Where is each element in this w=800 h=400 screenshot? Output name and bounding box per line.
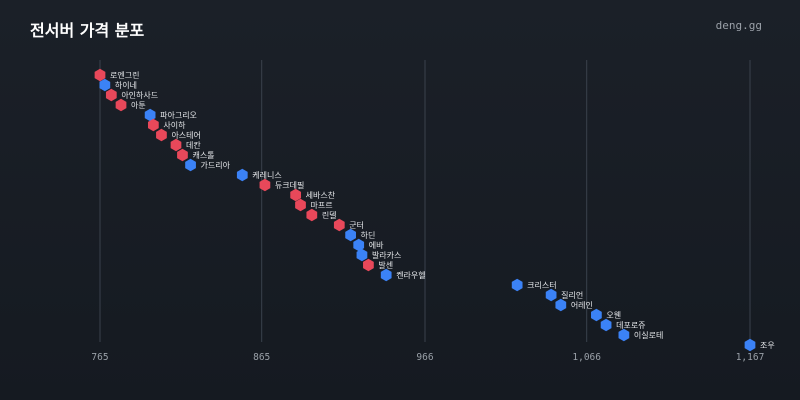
point-marker[interactable] [591,308,602,322]
data-point[interactable]: 세바스찬 [290,188,336,202]
point-marker[interactable] [356,248,368,262]
point-marker[interactable] [555,298,567,312]
data-point[interactable]: 질리언 [545,288,583,302]
point-marker[interactable] [236,168,248,182]
point-label: 아툰 [131,100,146,110]
point-marker[interactable] [353,238,365,252]
point-marker[interactable] [345,228,356,242]
data-point[interactable]: 데칸 [170,138,202,152]
point-label: 질리언 [561,290,583,300]
data-point[interactable]: 어레인 [555,298,593,312]
point-label: 군터 [349,221,364,230]
page-title: 전서버 가격 분포 [30,21,145,40]
point-marker[interactable] [177,148,188,162]
point-marker[interactable] [156,128,167,142]
point-marker[interactable] [147,118,159,132]
point-label: 가드리아 [201,160,231,170]
point-marker[interactable] [511,278,523,292]
x-axis-ticks: 765 865 966 1,066 1,167 [91,352,764,363]
point-label: 케레니스 [252,170,281,180]
point-label: 데칸 [186,140,201,150]
point-label: 하이네 [115,80,137,90]
chart-grid [99,60,751,342]
point-label: 로엔그린 [110,70,139,80]
data-point[interactable]: 에바 [353,238,384,252]
point-label: 발센 [378,260,393,270]
point-label: 하딘 [361,230,376,240]
data-point[interactable]: 캐스톨 [177,148,215,162]
point-label: 아스테어 [171,130,200,140]
data-point[interactable]: 아툰 [115,98,146,112]
point-marker[interactable] [170,138,182,152]
point-label: 크리스터 [527,281,556,290]
point-marker[interactable] [105,88,117,102]
point-label: 발라카스 [372,250,401,260]
data-point[interactable]: 린델 [306,208,337,222]
point-marker[interactable] [99,78,111,92]
point-label: 마프르 [310,201,332,210]
point-label: 조우 [760,341,775,350]
x-tick-label: 1,066 [572,352,601,363]
site-brand[interactable]: deng.gg [715,19,762,32]
data-point[interactable]: 발라카스 [356,248,402,262]
point-label: 이실로테 [634,330,663,340]
data-point[interactable]: 데포로쥬 [600,318,646,332]
data-point[interactable]: 마프르 [295,198,333,212]
point-marker[interactable] [363,258,374,272]
point-marker[interactable] [600,318,612,332]
point-label: 듀크데필 [275,180,304,190]
x-tick-label: 865 [253,352,270,363]
point-marker[interactable] [380,268,392,282]
data-point[interactable]: 오웬 [591,308,621,322]
data-point[interactable]: 이실로테 [618,328,664,342]
data-point[interactable]: 켄라우헬 [380,268,426,282]
data-point[interactable]: 조우 [744,338,775,352]
point-marker[interactable] [545,288,557,302]
data-point[interactable]: 로엔그린 [94,68,140,82]
data-point[interactable]: 듀크데필 [259,178,305,192]
point-label: 사이하 [163,120,186,130]
point-label: 에바 [369,240,384,250]
point-label: 어레인 [571,300,593,310]
point-marker[interactable] [290,188,302,202]
x-tick-label: 1,167 [736,352,765,363]
point-label: 켄라우헬 [396,270,425,280]
point-marker[interactable] [744,338,756,352]
data-point[interactable]: 발센 [363,258,393,272]
point-label: 세바스찬 [306,190,336,200]
point-label: 아인하사드 [121,90,158,100]
point-label: 파아그리오 [160,110,197,120]
point-marker[interactable] [618,328,630,342]
point-label: 데포로쥬 [616,321,645,330]
point-marker[interactable] [333,218,345,232]
data-point[interactable]: 하이네 [99,78,137,92]
point-marker[interactable] [94,68,106,82]
point-label: 린델 [322,210,337,220]
point-label: 캐스톨 [192,151,214,160]
data-point[interactable]: 크리스터 [511,278,557,292]
point-marker[interactable] [259,178,271,192]
point-marker[interactable] [185,158,196,172]
point-label: 오웬 [606,311,621,320]
data-point[interactable]: 사이하 [147,118,186,132]
point-marker[interactable] [144,108,156,122]
data-point[interactable]: 파아그리오 [144,108,197,122]
data-point[interactable]: 군터 [333,218,364,232]
data-point[interactable]: 하딘 [345,228,376,242]
x-tick-label: 966 [416,352,433,363]
x-tick-label: 765 [91,352,108,363]
chart-points: 로엔그린하이네아인하사드아툰파아그리오사이하아스테어데칸캐스톨가드리아케레니스듀… [94,68,775,352]
point-marker[interactable] [295,198,306,212]
data-point[interactable]: 케레니스 [236,168,282,182]
data-point[interactable]: 가드리아 [185,158,231,172]
data-point[interactable]: 아스테어 [156,128,201,142]
point-marker[interactable] [115,98,127,112]
data-point[interactable]: 아인하사드 [105,88,158,102]
point-marker[interactable] [306,208,318,222]
